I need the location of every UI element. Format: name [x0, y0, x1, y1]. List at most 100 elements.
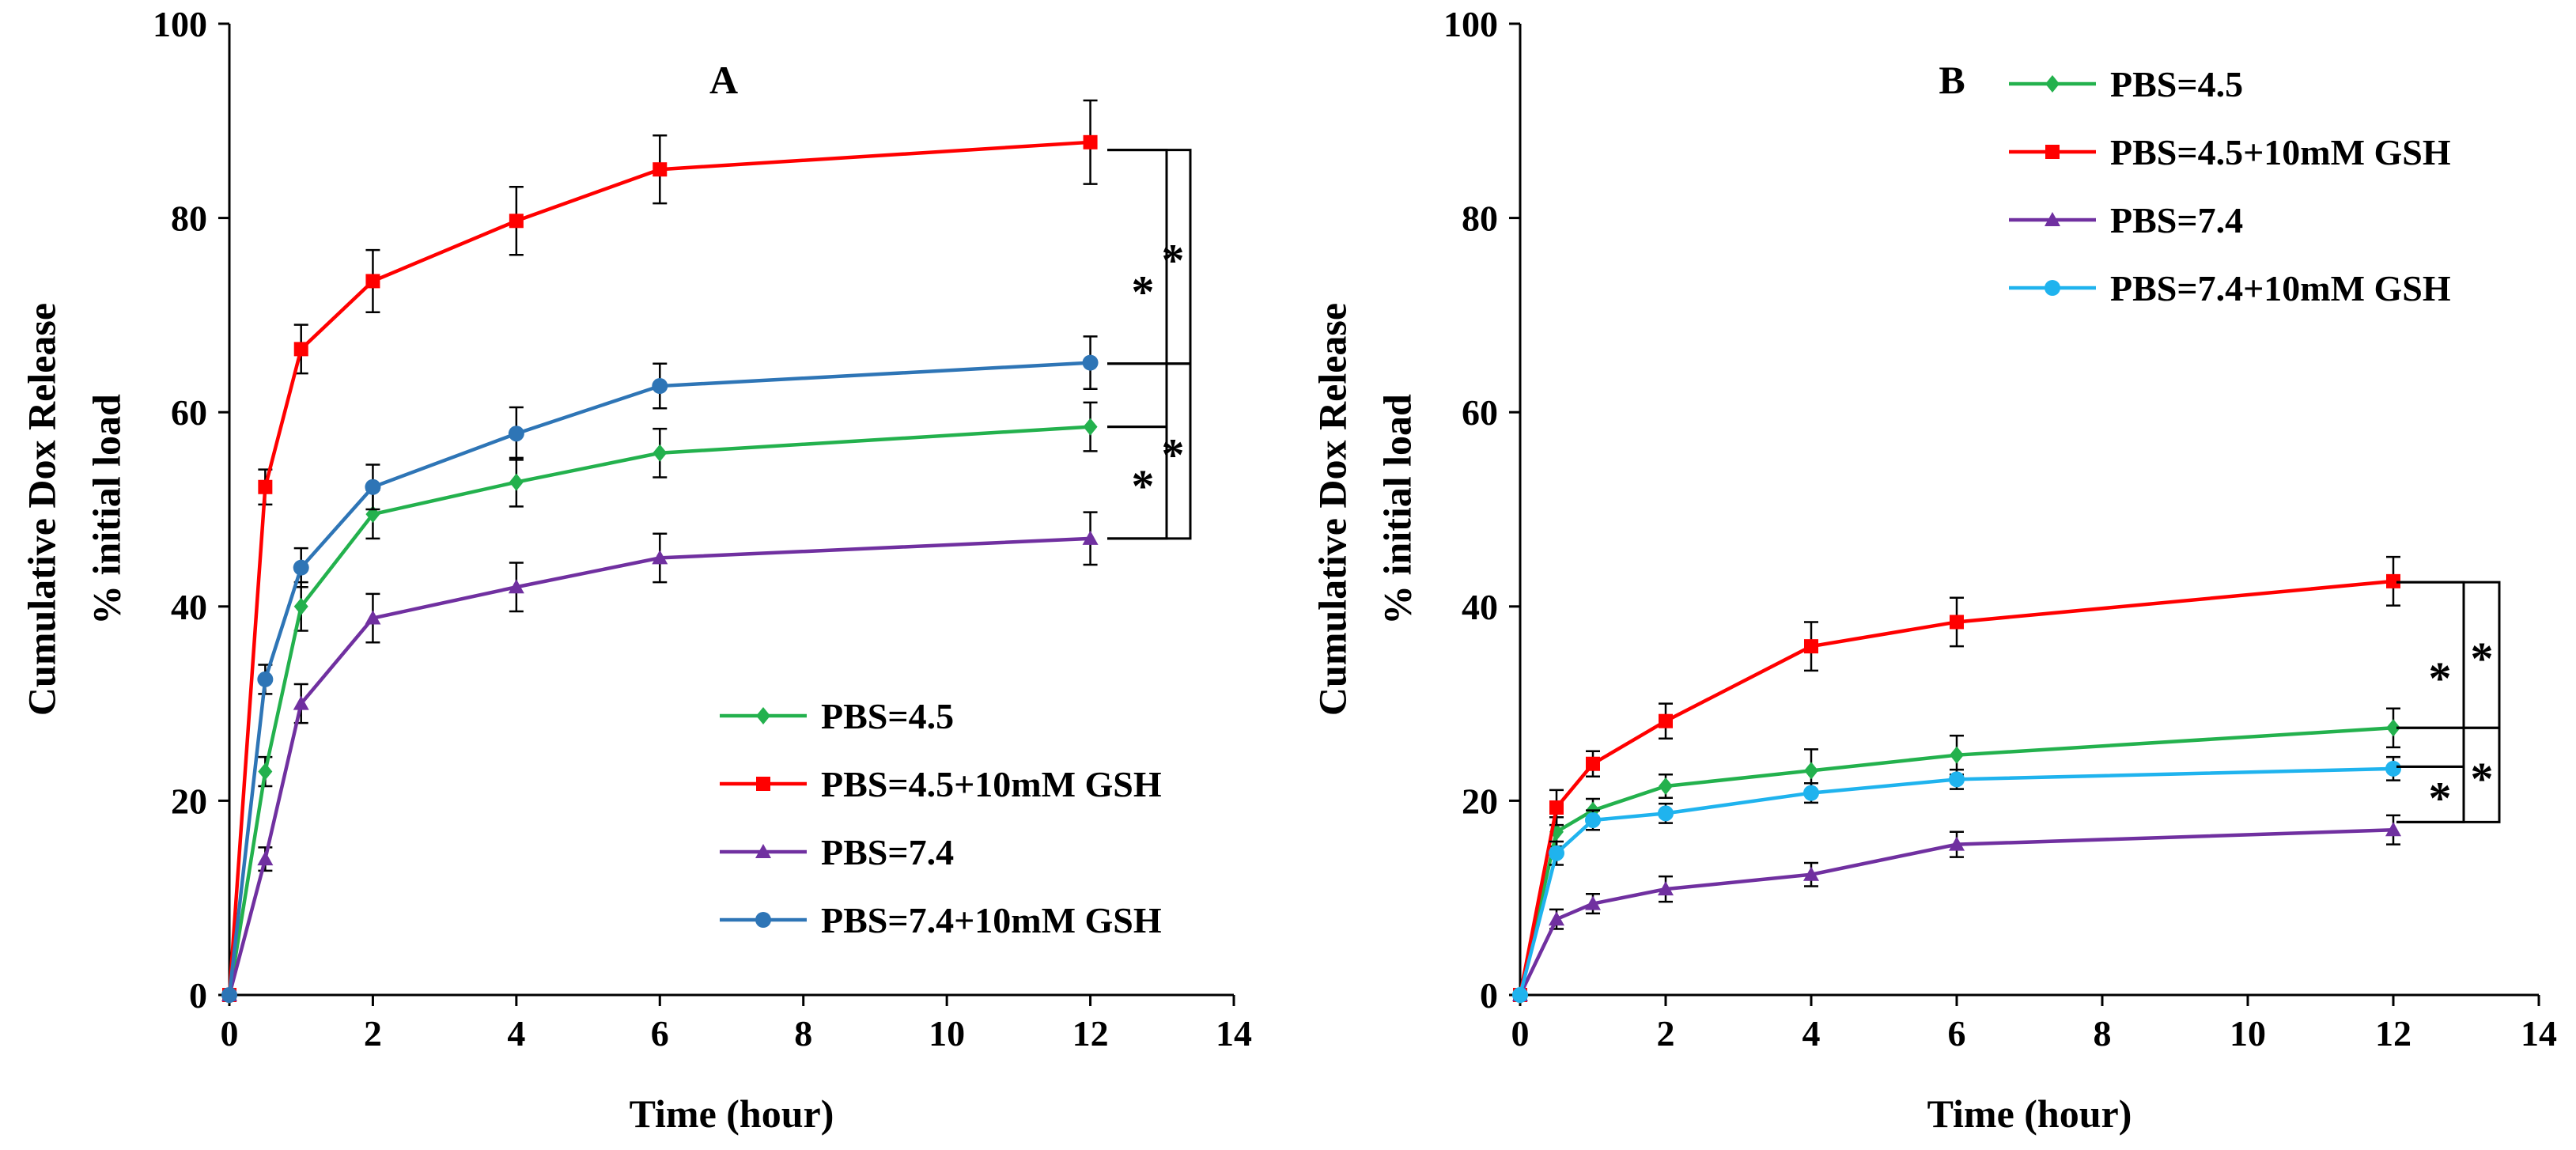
- data-point-marker: [257, 851, 274, 866]
- data-point-marker: [365, 479, 381, 495]
- legend-item: PBS=7.4: [720, 832, 954, 872]
- data-point-marker: [508, 426, 524, 442]
- data-point-marker: [1585, 895, 1601, 910]
- y-tick-label: 0: [1480, 975, 1498, 1016]
- data-point-marker: [293, 342, 308, 357]
- data-point-marker: [1804, 639, 1818, 654]
- legend-label: PBS=4.5: [821, 696, 954, 736]
- data-point-marker: [258, 762, 273, 781]
- y-tick-label: 80: [171, 199, 207, 239]
- data-point-marker: [1586, 756, 1600, 771]
- data-point-marker: [365, 274, 380, 289]
- legend-label: PBS=7.4: [2110, 200, 2243, 240]
- y-tick-label: 20: [1462, 781, 1498, 821]
- data-point-marker: [2385, 760, 2401, 777]
- data-point-marker: [2386, 719, 2400, 737]
- series-pbs-7-4: [1512, 814, 2401, 1001]
- y-tick-label: 40: [1462, 587, 1498, 627]
- x-tick-label: 8: [794, 1013, 812, 1054]
- data-point-marker: [1585, 811, 1601, 828]
- x-tick-label: 12: [2375, 1013, 2411, 1054]
- data-point-marker: [756, 777, 770, 791]
- data-point-marker: [1082, 530, 1099, 545]
- data-point-marker: [258, 479, 273, 494]
- x-tick-label: 6: [651, 1013, 669, 1054]
- data-point-marker: [653, 162, 668, 177]
- x-axis-title: Time (hour): [1927, 1091, 2132, 1136]
- x-tick-label: 0: [221, 1013, 239, 1054]
- y-tick-label: 60: [1462, 392, 1498, 433]
- x-tick-label: 2: [1657, 1013, 1675, 1054]
- significance-star: *: [1132, 460, 1155, 512]
- data-point-marker: [2386, 573, 2400, 588]
- x-tick-label: 14: [1216, 1013, 1252, 1054]
- legend-item: PBS=4.5: [720, 696, 954, 736]
- data-point-marker: [1949, 771, 1965, 788]
- data-point-marker: [365, 610, 381, 625]
- bracket-line: [2396, 726, 2501, 823]
- data-point-marker: [755, 912, 771, 928]
- significance-star: *: [2471, 753, 2494, 804]
- panel-label: B: [1939, 58, 1965, 102]
- data-point-marker: [1949, 836, 1965, 851]
- y-axis-title: % initial load: [84, 394, 128, 625]
- data-point-marker: [1083, 418, 1098, 436]
- data-point-marker: [2045, 145, 2060, 159]
- chart-panel-a: 0 20 40 60 80 100 0 2 4 6 8 10 12 14 Time (hour) Cumula…: [19, 4, 1252, 1136]
- panel-label: A: [709, 58, 738, 102]
- data-point-marker: [508, 579, 524, 594]
- significance-bracket: *: [1107, 362, 1192, 540]
- data-point-marker: [1082, 354, 1099, 371]
- legend-item: PBS=7.4+10mM GSH: [2009, 268, 2451, 308]
- significance-bracket: *: [2396, 726, 2501, 823]
- data-point-marker: [652, 378, 668, 395]
- significance-star: *: [1162, 235, 1185, 286]
- x-tick-label: 8: [2094, 1013, 2112, 1054]
- legend-label: PBS=7.4+10mM GSH: [2110, 268, 2451, 308]
- series-pbs-7-4-10mm-gsh: [1512, 755, 2401, 1003]
- data-point-marker: [2385, 822, 2401, 837]
- data-point-marker: [509, 473, 524, 491]
- y-axis-title: % initial load: [1375, 394, 1419, 625]
- data-point-marker: [1549, 845, 1564, 861]
- data-point-marker: [1803, 866, 1819, 881]
- series-pbs-4-5-10mm-gsh: [1513, 555, 2400, 1002]
- data-point-marker: [653, 444, 668, 462]
- y-axis-title: Cumulative Dox Release: [19, 303, 63, 716]
- legend-item: PBS=7.4: [2009, 200, 2243, 240]
- legend-item: PBS=4.5+10mM GSH: [720, 764, 1162, 804]
- significance-star: *: [1132, 267, 1155, 318]
- series-pbs-4-5-10mm-gsh: [222, 99, 1098, 1002]
- significance-bracket: *: [1107, 426, 1168, 540]
- series-pbs-7-4: [221, 511, 1099, 1001]
- data-point-marker: [293, 597, 308, 615]
- legend: PBS=4.5 PBS=4.5+10mM GSH PBS=7.4 PBS=7.4+10…: [720, 696, 1162, 940]
- y-tick-label: 20: [171, 781, 207, 821]
- significance-bracket: *: [2396, 581, 2465, 768]
- data-point-marker: [1549, 800, 1564, 815]
- series-pbs-7-4-10mm-gsh: [221, 335, 1099, 1003]
- significance-star: *: [2471, 633, 2494, 684]
- data-point-marker: [1659, 713, 1673, 728]
- y-tick-label: 80: [1462, 199, 1498, 239]
- data-point-marker: [1804, 762, 1818, 780]
- x-tick-label: 6: [1948, 1013, 1966, 1054]
- data-point-marker: [293, 559, 309, 576]
- data-point-marker: [1950, 746, 1964, 764]
- data-point-marker: [1083, 134, 1098, 149]
- series-line: [1518, 766, 2394, 996]
- legend-label: PBS=4.5+10mM GSH: [2110, 132, 2451, 172]
- data-point-marker: [652, 550, 668, 565]
- data-point-marker: [221, 987, 237, 1003]
- data-point-marker: [1658, 881, 1674, 896]
- significance-star: *: [2429, 653, 2452, 704]
- bracket-line: [1107, 362, 1192, 540]
- x-tick-label: 0: [1511, 1013, 1530, 1054]
- significance-bracket: *: [2396, 765, 2465, 823]
- significance-bracket: *: [1107, 149, 1168, 429]
- data-point-marker: [1950, 615, 1964, 630]
- x-tick-label: 14: [2521, 1013, 2557, 1054]
- y-tick-label: 100: [153, 4, 207, 44]
- chart-panel-b: 0 20 40 60 80 100 0 2 4 6 8 10 12 14 Time (hour) Cumula…: [1310, 4, 2557, 1136]
